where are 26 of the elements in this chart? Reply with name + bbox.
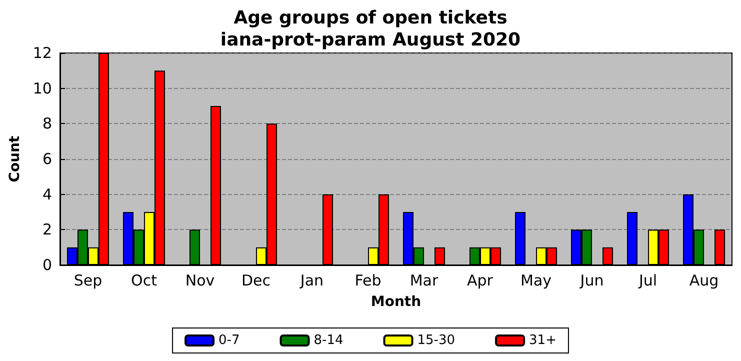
legend-label: 0-7	[218, 333, 240, 348]
y-tick-label: 0	[42, 256, 52, 274]
legend-label: 8-14	[314, 333, 344, 348]
x-tick-label: Feb	[354, 272, 382, 290]
y-tick-label: 4	[42, 185, 52, 204]
y-tick-label: 6	[42, 150, 52, 168]
legend-label: 31+	[529, 333, 556, 348]
x-tick-label: Jul	[638, 272, 658, 290]
x-tick-label: Sep	[74, 272, 102, 290]
x-tick-label: Nov	[185, 272, 215, 290]
x-tick-label: Oct	[131, 272, 158, 290]
y-tick-label: 2	[42, 220, 52, 239]
x-tick-label: Aug	[689, 272, 719, 290]
legend-label: 15-30	[417, 333, 456, 348]
x-tick-label: Jan	[299, 272, 324, 290]
x-tick-label: May	[520, 272, 552, 290]
chart-title: Age groups of open tickets iana-prot-param August 2020	[220, 8, 521, 50]
x-tick-label: Dec	[241, 272, 271, 290]
y-tick-label: 12	[32, 44, 52, 62]
x-tick-label: Mar	[410, 272, 439, 290]
x-axis-title: Month	[370, 294, 422, 310]
y-axis-title: Count	[7, 135, 23, 182]
y-tick-label: 8	[42, 114, 52, 133]
y-tick-label: 10	[32, 79, 52, 98]
x-tick-label: Jun	[579, 272, 604, 290]
x-tick-label: Apr	[467, 272, 494, 290]
